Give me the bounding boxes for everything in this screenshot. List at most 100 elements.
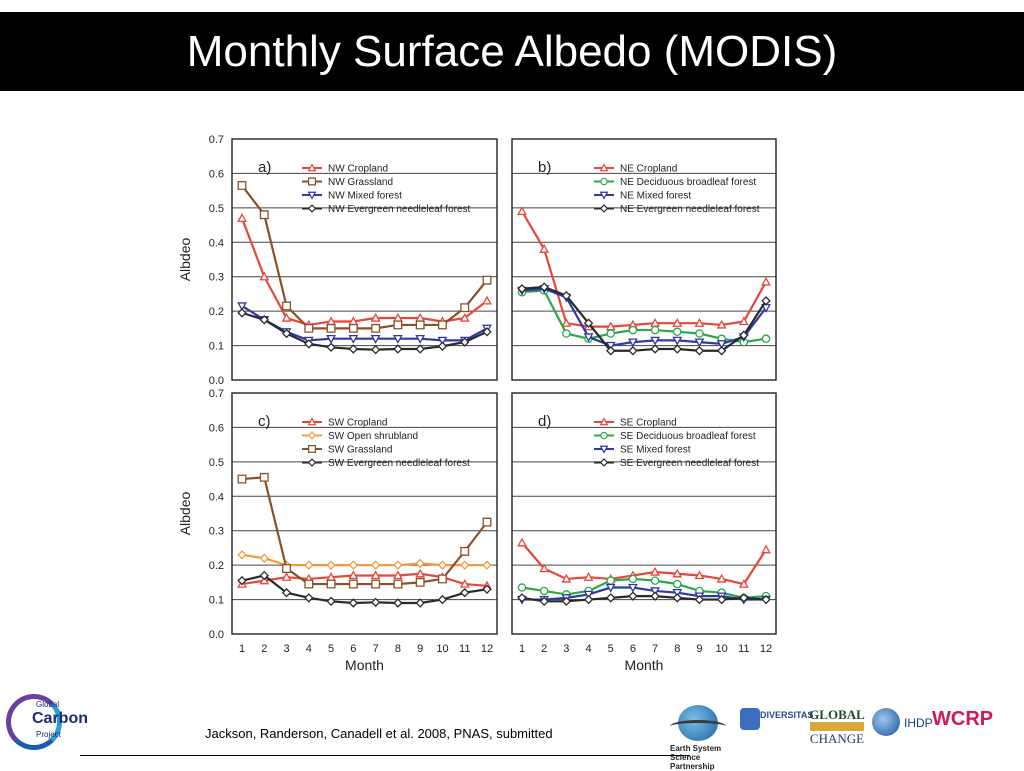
data-point [393,560,403,570]
data-point [738,316,749,326]
essp-line2: Science Partnership [670,753,715,771]
data-point [326,342,336,353]
panel-label: d) [538,413,551,430]
data-point [459,312,470,322]
data-point [393,334,403,344]
data-point [561,573,572,583]
data-point [304,593,314,603]
data-point [650,576,660,585]
data-point [438,320,447,330]
x-tick-label: 7 [652,643,658,655]
data-point [348,570,359,580]
data-point [628,325,638,335]
data-point [393,320,403,330]
citation-text: Jackson, Randerson, Canadell et al. 2008… [205,726,553,741]
x-axis-label: Month [345,657,384,673]
y-tick-label: 0.6 [209,168,224,180]
data-point [482,517,492,527]
data-point [482,560,492,570]
legend-marker [307,458,317,467]
gcp-logo-line3: Project [36,730,61,739]
data-point [673,327,682,337]
y-tick-label: 0.1 [209,595,224,607]
legend-label: SW Evergreen needleleaf forest [328,458,470,469]
data-point [460,560,470,570]
essp-line1: Earth System [670,744,722,753]
plot-frame [231,392,498,635]
x-tick-label: 11 [459,643,470,655]
data-point [370,570,381,580]
data-point [415,568,426,578]
legend-marker [600,177,608,186]
data-point [673,579,682,589]
x-tick-label: 12 [481,643,493,655]
y-tick-label: 0.7 [209,134,224,146]
y-tick-label: 0.5 [209,457,224,469]
legend-label: SW Grassland [328,445,392,456]
data-point [282,301,291,311]
panel-label: c) [258,413,271,430]
y-axis-label: Albdeo [177,237,193,281]
x-tick-label: 6 [630,643,636,655]
data-point [282,564,291,574]
data-point [438,574,447,584]
x-tick-label: 9 [696,643,702,655]
global-carbon-project-logo: Global Carbon Project [6,690,88,760]
y-tick-label: 0.1 [209,341,224,353]
data-point [393,579,403,589]
series-line [241,476,488,586]
data-point [583,318,594,328]
x-tick-label: 6 [350,643,356,655]
data-point [237,213,247,222]
legend-label: NW Cropland [328,164,388,175]
data-point [437,336,448,346]
data-point [326,579,336,589]
data-point [237,550,247,560]
data-point [459,578,470,588]
data-point [694,346,705,356]
data-point [539,596,549,607]
gcp-ring-icon [6,694,62,750]
data-point [259,210,269,220]
data-point [716,319,727,329]
y-tick-label: 0.4 [209,491,224,503]
data-point [348,334,359,344]
data-point [583,590,594,600]
data-point [393,570,403,580]
data-point [415,598,425,608]
data-point [348,560,359,570]
x-tick-label: 2 [541,643,547,655]
data-point [370,312,381,322]
legend-label: SE Deciduous broadleaf forest [620,431,756,442]
essp-logo-text: Earth System Science Partnership [670,744,738,771]
data-point [672,344,682,354]
data-point [259,553,269,563]
x-tick-label: 1 [239,643,245,655]
ihdp-globe-icon [872,708,900,736]
x-tick-label: 8 [395,643,401,655]
data-point [348,344,359,354]
x-tick-label: 10 [436,643,448,655]
data-point [650,591,660,601]
data-point [562,329,571,338]
legend-marker [307,204,317,213]
data-point [259,575,270,585]
y-tick-label: 0.2 [209,306,224,318]
data-point [304,560,314,570]
series-line [521,285,767,352]
data-point [738,578,749,588]
wcrp-logo: WCRP [930,708,1024,744]
data-point [393,598,403,608]
y-tick-label: 0.7 [209,388,224,400]
data-point [561,290,572,301]
legend-marker [600,431,608,440]
data-point [370,334,381,344]
data-point [761,544,771,554]
y-tick-label: 0.4 [209,237,224,249]
ihdp-logo: IHDP [872,708,933,740]
data-point [281,587,292,598]
data-point [650,344,660,354]
data-point [761,276,771,286]
series-line [522,586,766,601]
